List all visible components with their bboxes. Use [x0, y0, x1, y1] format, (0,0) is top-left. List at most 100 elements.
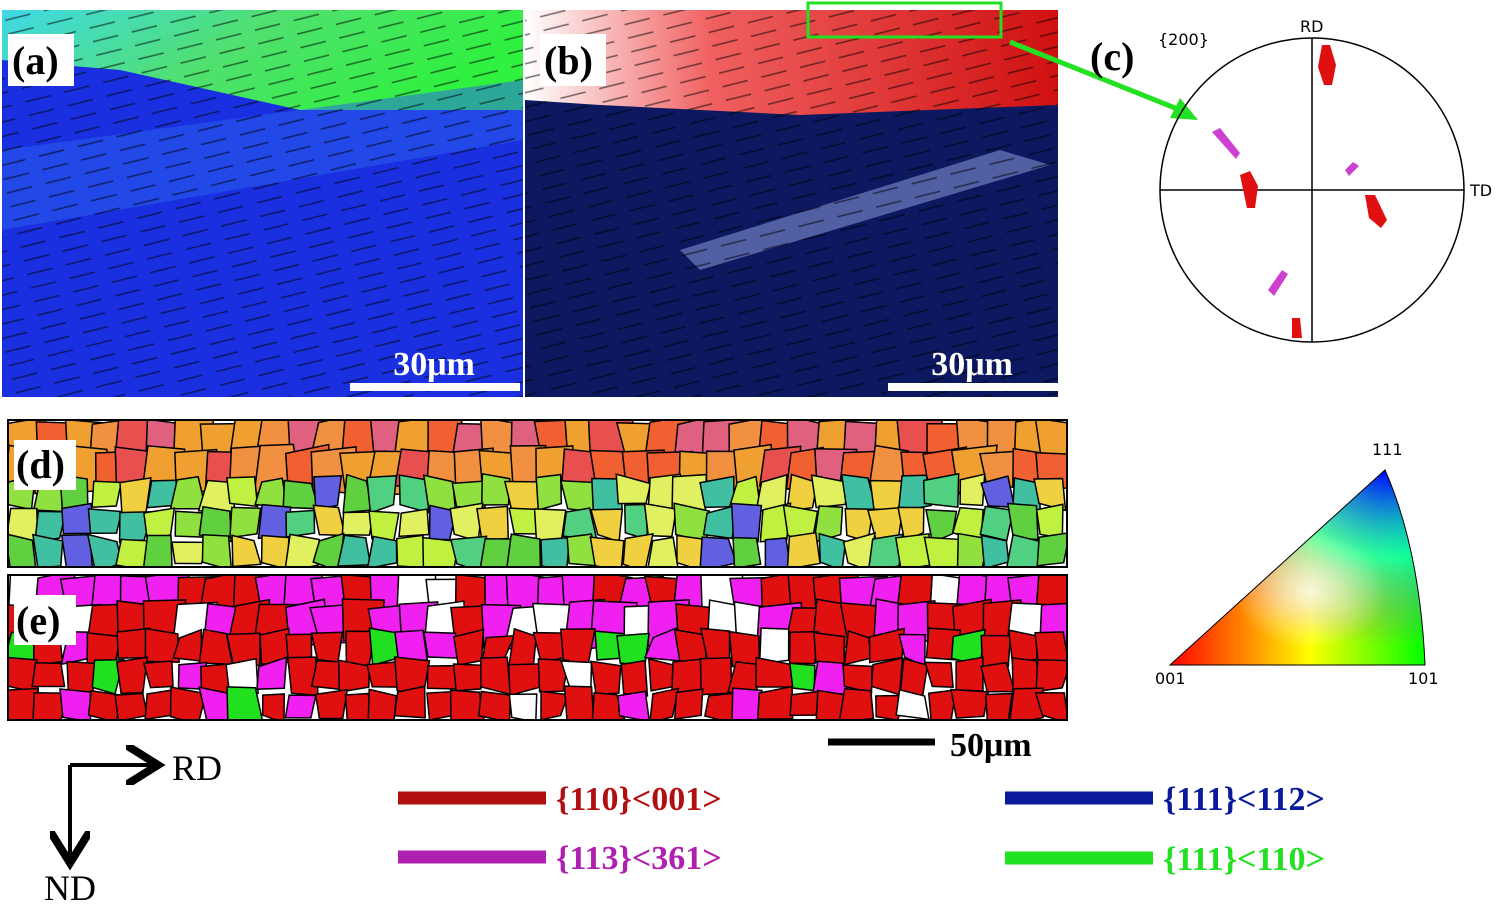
grain [730, 502, 763, 543]
grain [171, 541, 209, 565]
grain [1034, 631, 1067, 668]
grain [476, 505, 510, 542]
grain [449, 689, 485, 720]
grain [451, 480, 486, 508]
grain [956, 532, 989, 567]
grain [1034, 692, 1067, 720]
grain [623, 503, 649, 541]
grain [1035, 658, 1067, 693]
axis-label: RD [172, 748, 222, 788]
grain [479, 537, 514, 567]
grain [925, 508, 958, 544]
grain [838, 687, 875, 720]
label-bg [14, 440, 76, 490]
grain [699, 536, 738, 567]
grain [260, 534, 290, 567]
grain [755, 656, 794, 688]
grain [8, 533, 37, 567]
pole-figure-plane: {200} [1158, 30, 1209, 49]
grain [142, 534, 173, 567]
grain [422, 536, 460, 567]
grain [590, 660, 622, 695]
panel-e-map [8, 575, 1067, 720]
panel-b: (b) 30μm [525, 1, 1198, 397]
grain [676, 534, 708, 567]
grain [756, 685, 794, 720]
grain [1006, 502, 1039, 541]
grain [225, 657, 259, 695]
grain [449, 535, 488, 567]
grain [366, 475, 398, 514]
scale-bar-label: 30μm [931, 346, 1013, 383]
grain [423, 631, 459, 659]
grain [367, 688, 398, 720]
grain [622, 532, 654, 567]
grain [702, 504, 739, 540]
grain [398, 474, 431, 514]
grain [786, 473, 819, 512]
grain [924, 661, 954, 688]
grain [31, 662, 66, 688]
grain [1035, 503, 1064, 540]
panel-label: (e) [16, 598, 60, 643]
grain [870, 657, 904, 696]
grain [506, 533, 542, 567]
grain [201, 533, 232, 567]
grain [980, 534, 1010, 567]
grain [728, 630, 761, 668]
grain [647, 536, 679, 567]
ipf-label: 101 [1408, 669, 1439, 688]
orientation-axes: RD ND [44, 748, 222, 905]
grain [732, 536, 762, 567]
grain [314, 688, 349, 720]
grain [955, 656, 984, 692]
grain [643, 502, 678, 538]
grain [507, 663, 542, 697]
grain [922, 472, 960, 509]
grain [394, 629, 429, 667]
grain [980, 634, 1012, 667]
grain [673, 688, 704, 720]
grain [980, 661, 1016, 693]
grain [540, 536, 571, 567]
grain [818, 532, 847, 567]
grain [169, 686, 207, 720]
grain [789, 690, 822, 716]
grain [1009, 687, 1044, 720]
panel-c: (c) {200} RD TD [1090, 17, 1492, 343]
grain [899, 657, 929, 697]
grain [226, 686, 264, 720]
grain [764, 537, 792, 567]
grain [225, 632, 261, 668]
grain [563, 685, 595, 720]
grain [869, 479, 904, 511]
grain [284, 533, 320, 567]
grain [1033, 477, 1067, 512]
grain [842, 532, 877, 567]
panel-d-map [8, 420, 1067, 567]
grain [261, 693, 285, 720]
grain [341, 511, 375, 536]
panel-e-frame [7, 574, 1068, 721]
grain [398, 508, 430, 538]
panel-label: (d) [16, 442, 65, 487]
axis-label: ND [44, 868, 96, 905]
grain [533, 508, 567, 543]
grain [478, 690, 512, 720]
panel-label: (a) [12, 38, 59, 83]
grain [60, 533, 94, 567]
grain [115, 656, 149, 695]
grain [758, 627, 790, 665]
grain [508, 627, 538, 668]
grain [699, 656, 733, 696]
grain [256, 656, 288, 691]
grain [8, 687, 40, 720]
panel-label: (b) [544, 38, 593, 83]
grain [959, 473, 986, 507]
grain [198, 686, 237, 720]
panel-label: (c) [1090, 34, 1134, 79]
grain [984, 692, 1013, 720]
panel-d-frame [7, 419, 1068, 568]
grain [87, 508, 123, 534]
